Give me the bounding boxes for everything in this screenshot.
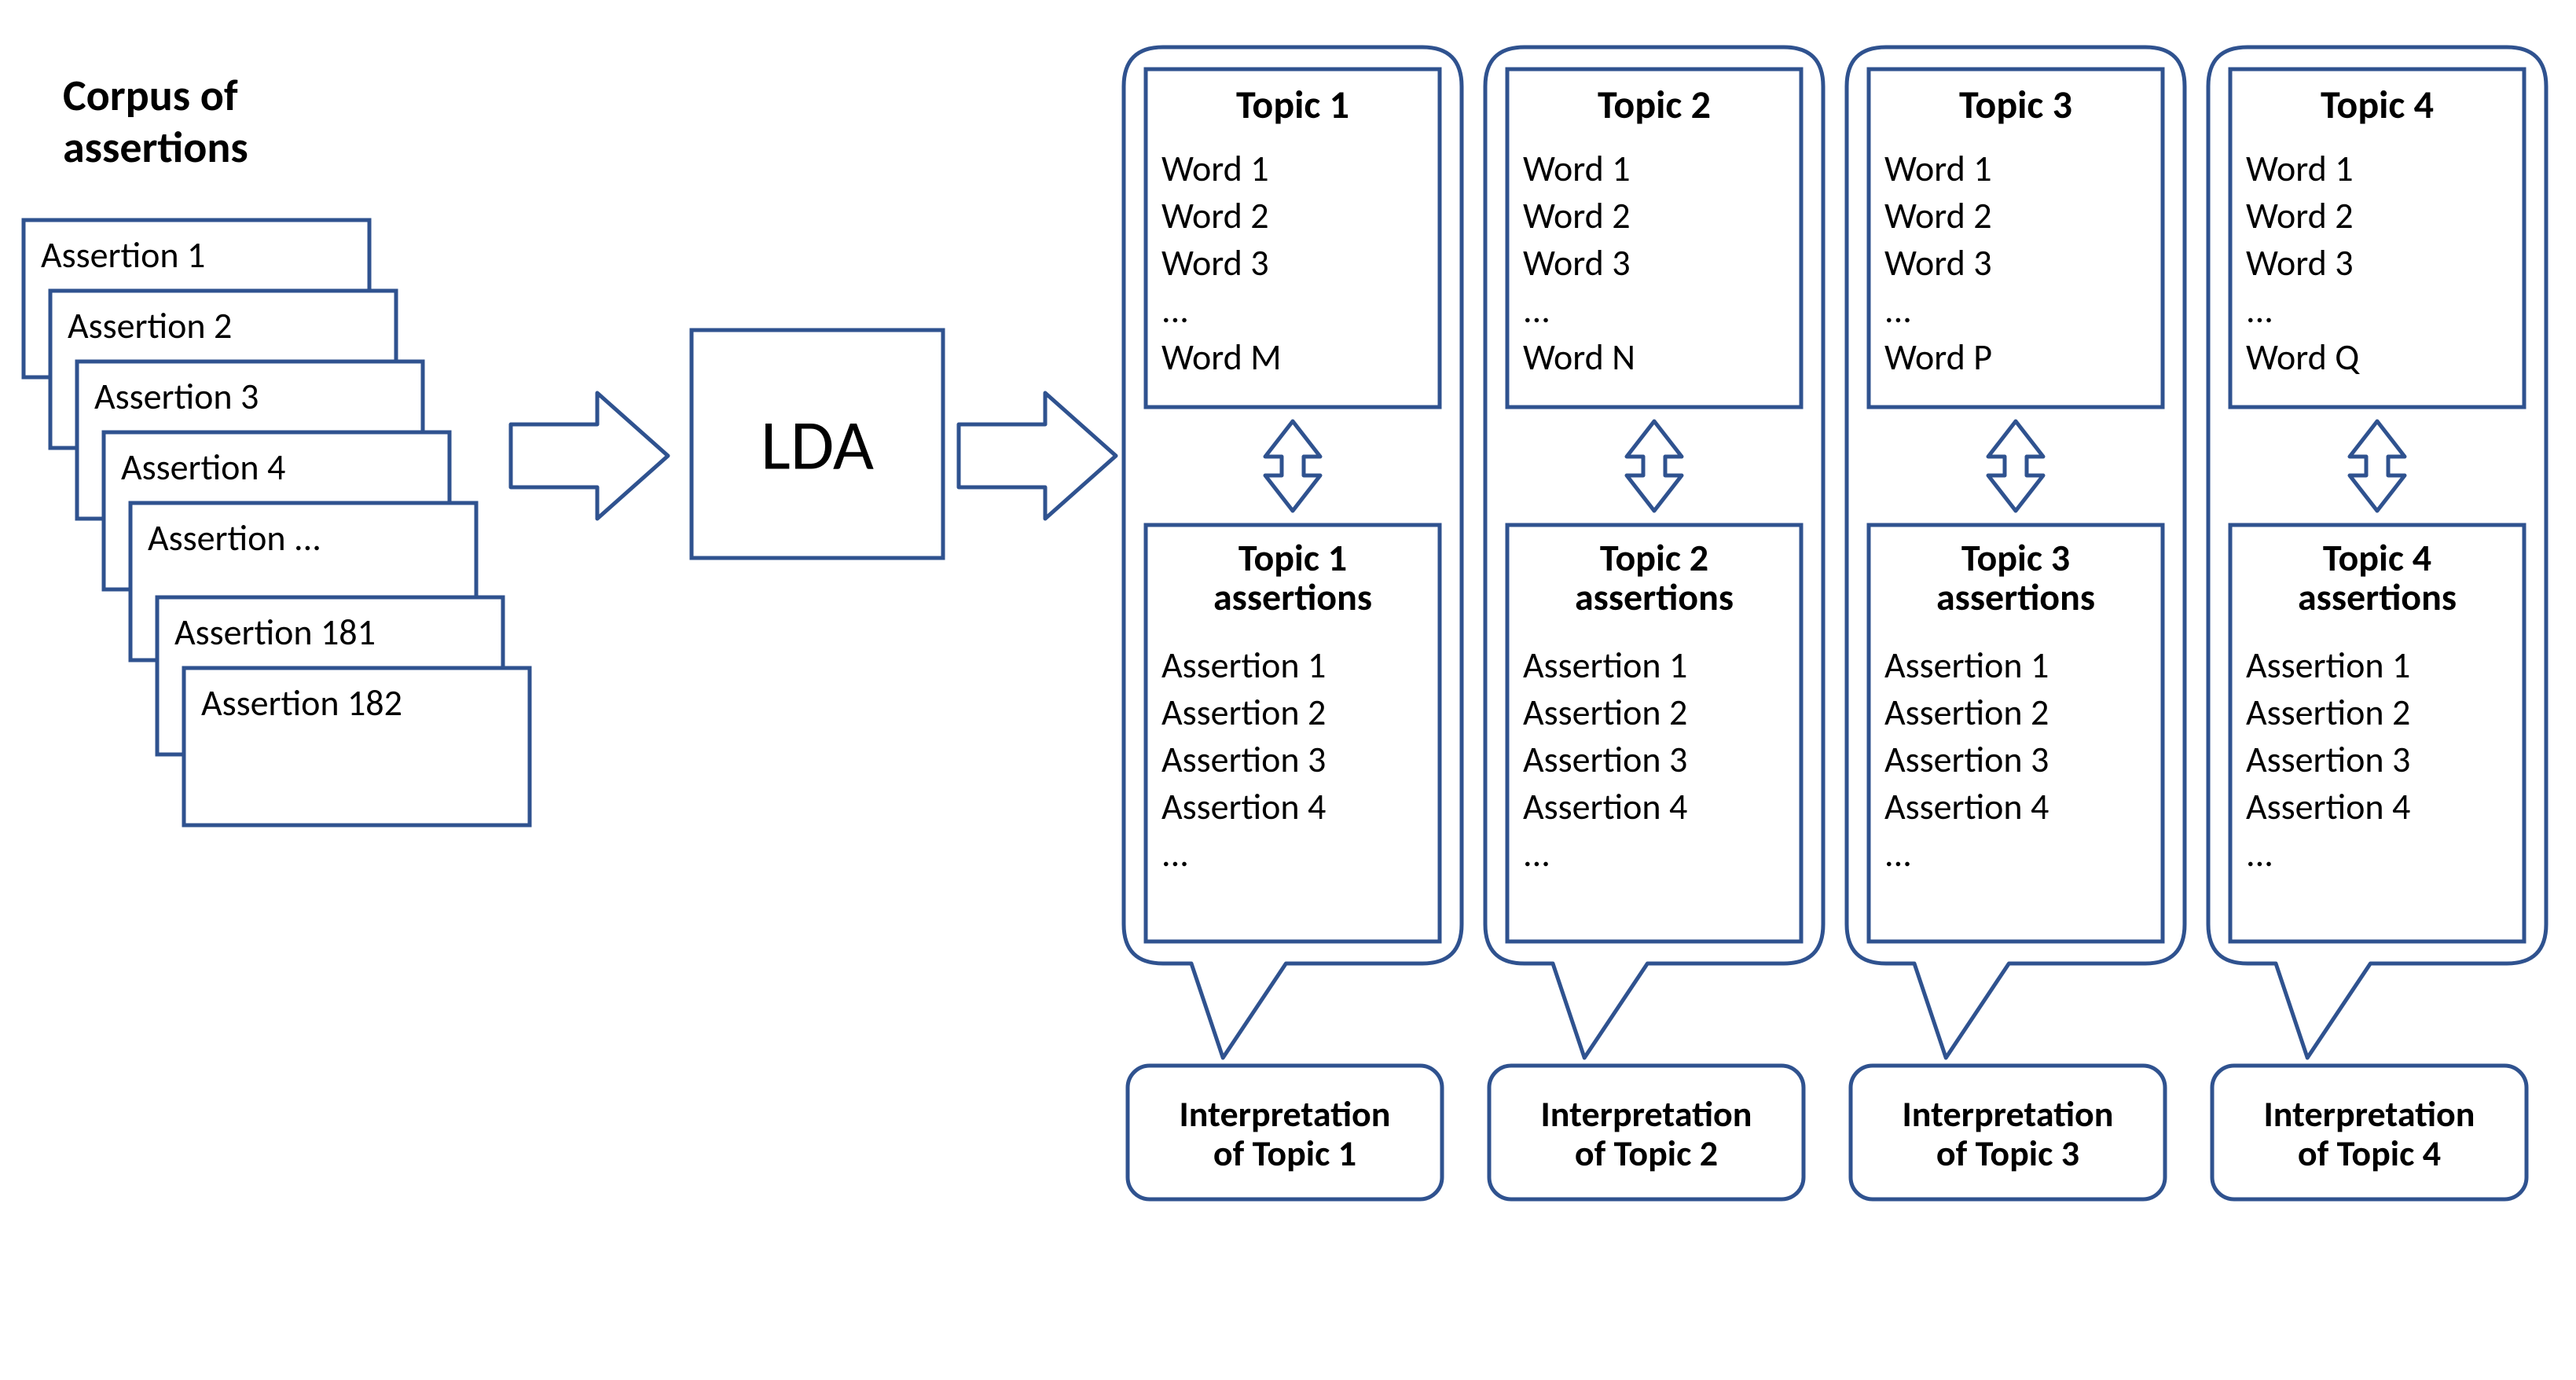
topic-assertions-title-l2: assertions (1936, 574, 2095, 620)
topic-title: Topic 2 (1598, 81, 1711, 129)
topic-assertion: Assertion 2 (1523, 691, 1687, 735)
corpus-card: Assertion 182 (184, 668, 530, 825)
topic-word: Word Q (2246, 336, 2360, 380)
topic-assertion: ... (2246, 832, 2273, 876)
topic-assertion: Assertion 1 (1161, 644, 1326, 688)
topic-word: Word 3 (1161, 241, 1269, 285)
topic-title: Topic 1 (1236, 81, 1349, 129)
corpus-card-label: Assertion 182 (201, 681, 402, 725)
topic-title: Topic 4 (2321, 81, 2434, 129)
corpus-card-label: Assertion 181 (174, 611, 376, 655)
interpretation-line2: of Topic 3 (1936, 1132, 2079, 1176)
topic-word: Word 3 (1884, 241, 1992, 285)
topic-word: ... (1523, 288, 1550, 332)
topic-assertion: Assertion 4 (1884, 785, 2049, 829)
corpus-card-label: Assertion 3 (94, 375, 259, 419)
corpus-title-line1: Corpus of (63, 69, 238, 123)
topic-title: Topic 3 (1959, 81, 2072, 129)
topic-column: Topic 2Word 1Word 2Word 3...Word NTopic … (1485, 47, 1823, 1199)
topic-assertion: ... (1161, 832, 1189, 876)
interpretation-line1: Interpretation (1180, 1092, 1391, 1136)
topic-assertion: Assertion 4 (1523, 785, 1687, 829)
topic-word: Word 2 (1161, 194, 1269, 238)
topic-word: Word M (1161, 336, 1282, 380)
topic-assertions-title-l2: assertions (1575, 574, 1734, 620)
topic-word: Word 2 (1884, 194, 1992, 238)
corpus-card-label: Assertion ... (148, 516, 321, 560)
topic-assertion: ... (1884, 832, 1912, 876)
topic-column: Topic 4Word 1Word 2Word 3...Word QTopic … (2208, 47, 2546, 1199)
topic-word: Word 1 (2246, 147, 2354, 191)
topic-word: Word P (1884, 336, 1992, 380)
interpretation-line2: of Topic 4 (2298, 1132, 2441, 1176)
interpretation-line2: of Topic 1 (1213, 1132, 1356, 1176)
topic-assertion: Assertion 3 (1161, 738, 1326, 782)
corpus-card-label: Assertion 1 (41, 233, 205, 277)
arrow-to-lda-icon (511, 393, 668, 519)
topic-assertion: ... (1523, 832, 1550, 876)
topic-assertion: Assertion 1 (2246, 644, 2410, 688)
topic-word: Word 3 (1523, 241, 1631, 285)
corpus-title-line2: assertions (63, 121, 248, 174)
topic-column: Topic 1Word 1Word 2Word 3...Word MTopic … (1124, 47, 1462, 1199)
topic-assertion: Assertion 3 (1523, 738, 1687, 782)
corpus-card-label: Assertion 4 (121, 446, 285, 490)
topic-column: Topic 3Word 1Word 2Word 3...Word PTopic … (1847, 47, 2185, 1199)
topic-assertion: Assertion 4 (1161, 785, 1326, 829)
topic-assertion: Assertion 2 (1161, 691, 1326, 735)
interpretation-line2: of Topic 2 (1575, 1132, 1718, 1176)
arrow-from-lda-icon (959, 393, 1116, 519)
topic-assertions-title-l2: assertions (2298, 574, 2457, 620)
topic-assertion: Assertion 2 (1884, 691, 2049, 735)
topic-assertion: Assertion 2 (2246, 691, 2410, 735)
topic-word: ... (2246, 288, 2273, 332)
topic-assertion: Assertion 1 (1523, 644, 1687, 688)
topic-word: Word 1 (1161, 147, 1269, 191)
lda-label: LDA (761, 402, 874, 489)
topic-assertion: Assertion 3 (2246, 738, 2410, 782)
topic-word: ... (1884, 288, 1912, 332)
topic-assertion: Assertion 3 (1884, 738, 2049, 782)
topic-word: Word 3 (2246, 241, 2354, 285)
topic-word: Word 2 (1523, 194, 1631, 238)
topic-word: Word 1 (1523, 147, 1631, 191)
interpretation-line1: Interpretation (1541, 1092, 1752, 1136)
topic-word: Word 2 (2246, 194, 2354, 238)
topic-assertion: Assertion 4 (2246, 785, 2410, 829)
interpretation-line1: Interpretation (1903, 1092, 2114, 1136)
topic-assertion: Assertion 1 (1884, 644, 2049, 688)
topic-word: Word N (1523, 336, 1635, 380)
topic-word: Word 1 (1884, 147, 1992, 191)
corpus-card-label: Assertion 2 (68, 304, 232, 348)
topic-assertions-title-l2: assertions (1213, 574, 1372, 620)
topic-word: ... (1161, 288, 1189, 332)
interpretation-line1: Interpretation (2264, 1092, 2475, 1136)
